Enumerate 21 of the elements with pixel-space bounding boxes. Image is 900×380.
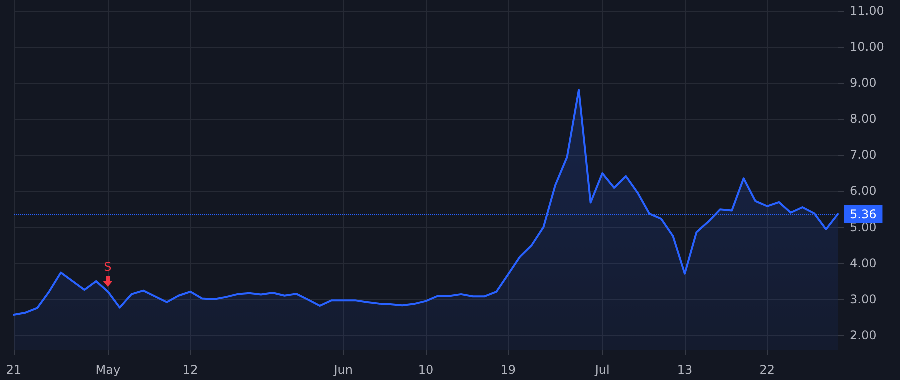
x-tick-label: 10 xyxy=(418,363,434,377)
x-tick-label: May xyxy=(96,363,121,377)
x-tick-label: Jun xyxy=(333,363,353,377)
y-tick-label: 6.00 xyxy=(850,184,877,198)
y-tick-label: 4.00 xyxy=(850,256,877,270)
x-tick-label: 13 xyxy=(677,363,693,377)
x-tick-label: Jul xyxy=(594,363,610,377)
y-tick-label: 9.00 xyxy=(850,76,877,90)
y-tick-label: 8.00 xyxy=(850,112,877,126)
x-tick-label: 21 xyxy=(6,363,22,377)
y-tick-label: 2.00 xyxy=(850,328,877,343)
y-tick-label: 10.00 xyxy=(850,40,884,54)
y-tick-label: 11.00 xyxy=(850,4,884,18)
y-tick-label: 5.00 xyxy=(850,220,877,234)
y-tick-label: 7.00 xyxy=(850,148,877,162)
x-tick-label: 19 xyxy=(500,363,516,377)
x-tick-label: 22 xyxy=(760,363,776,377)
annotation: S xyxy=(104,260,112,274)
ref-line-label: 5.36 xyxy=(850,207,877,222)
y-tick-label: 3.00 xyxy=(850,292,877,306)
x-tick-label: 12 xyxy=(182,363,198,377)
